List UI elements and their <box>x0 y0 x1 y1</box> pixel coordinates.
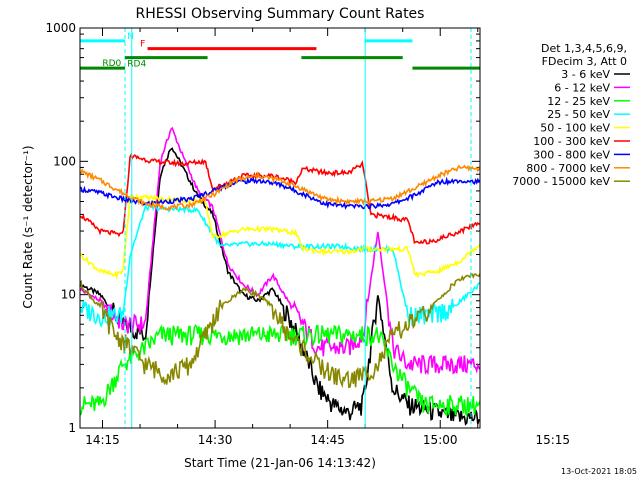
series-line <box>79 272 481 389</box>
series-0 <box>79 147 481 426</box>
series-line <box>79 202 481 329</box>
legend-entry-label: 7000 - 15000 keV <box>512 175 610 188</box>
flag-label: N <box>127 32 134 42</box>
plot-border <box>79 27 481 429</box>
y-tick-label: 100 <box>53 154 76 168</box>
series-line <box>79 126 481 376</box>
y-axis-label: Count Rate (s⁻¹ detector⁻¹) <box>21 145 35 308</box>
x-tick-label: 14:15 <box>85 433 120 447</box>
series-line <box>79 176 481 210</box>
y-tick-label: 10 <box>61 288 76 302</box>
series-6 <box>79 176 481 210</box>
flag-label: RD4 <box>127 60 146 70</box>
series-line <box>79 147 481 426</box>
x-tick-label: 14:30 <box>198 433 233 447</box>
x-tick-label: 14:45 <box>310 433 345 447</box>
series-line <box>79 193 481 280</box>
series-line <box>79 164 481 212</box>
legend-entry-label: 12 - 25 keV <box>547 95 610 108</box>
x-tick-label: 15:15 <box>535 433 570 447</box>
flag-layer: NF RD0 RD4 <box>80 28 480 428</box>
legend-entry-label: 6 - 12 keV <box>554 81 610 94</box>
series-layer <box>79 126 481 426</box>
series-2 <box>79 323 481 419</box>
series-8 <box>79 272 481 389</box>
chart-title: RHESSI Observing Summary Count Rates <box>136 6 425 22</box>
timestamp: 13-Oct-2021 18:05 <box>561 467 637 476</box>
legend-entry-label: 100 - 300 keV <box>533 135 610 148</box>
legend-entry-label: 800 - 7000 keV <box>526 162 610 175</box>
flag-label: RD0 <box>102 59 121 69</box>
series-7 <box>79 164 481 212</box>
plot-frame <box>79 27 481 429</box>
x-tick-label: 15:00 <box>423 433 458 447</box>
flag-label: F <box>140 40 145 50</box>
axes: 110100100014:1514:3014:4515:0015:1515:30… <box>45 21 570 447</box>
series-3 <box>79 202 481 329</box>
series-1 <box>79 126 481 376</box>
y-tick-label: 1 <box>68 421 76 435</box>
series-line <box>79 323 481 419</box>
legend-title-line-2: FDecim 3, Att 0 <box>542 55 627 68</box>
legend-title-line-1: Det 1,3,4,5,6,9, <box>541 42 627 55</box>
legend-entry-label: 25 - 50 keV <box>547 108 610 121</box>
legend-entry-label: 50 - 100 keV <box>540 122 610 135</box>
y-tick-label: 1000 <box>45 21 76 35</box>
series-4 <box>79 193 481 280</box>
legend-entry-label: 300 - 800 keV <box>533 148 610 161</box>
legend: Det 1,3,4,5,6,9, FDecim 3, Att 0 3 - 6 k… <box>512 42 630 188</box>
x-axis-label: Start Time (21-Jan-06 14:13:42) <box>184 456 376 470</box>
legend-entry-label: 3 - 6 keV <box>561 68 610 81</box>
